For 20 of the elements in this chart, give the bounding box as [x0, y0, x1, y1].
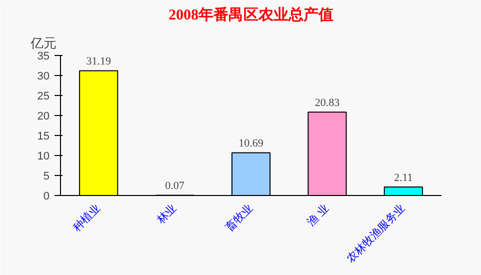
data-label: 20.83	[314, 97, 340, 110]
chart-title: 2008年番禺区农业总产值	[168, 6, 334, 24]
x-tick-label: 渔 业	[304, 202, 332, 228]
y-tick-label: 20	[37, 110, 50, 122]
y-tick-label: 25	[37, 90, 50, 102]
data-label: 0.07	[165, 180, 185, 192]
y-tick-label: 30	[37, 70, 50, 82]
data-label: 31.19	[86, 56, 112, 68]
data-label: 10.69	[238, 138, 264, 150]
x-tick-label: 林业	[154, 202, 180, 228]
x-tick-label: 农林牧渔服务业	[344, 202, 408, 266]
data-label: 2.11	[394, 172, 413, 184]
x-tick-label: 畜牧业	[222, 202, 256, 234]
y-tick-label: 10	[37, 150, 50, 162]
y-tick-label: 35	[37, 50, 50, 62]
y-tick-label: 15	[37, 130, 50, 142]
x-tick-label: 种植业	[70, 202, 103, 234]
y-tick-label: 5	[43, 170, 50, 182]
y-tick-label: 0	[43, 190, 50, 202]
y-axis-title: 亿元	[30, 36, 56, 50]
